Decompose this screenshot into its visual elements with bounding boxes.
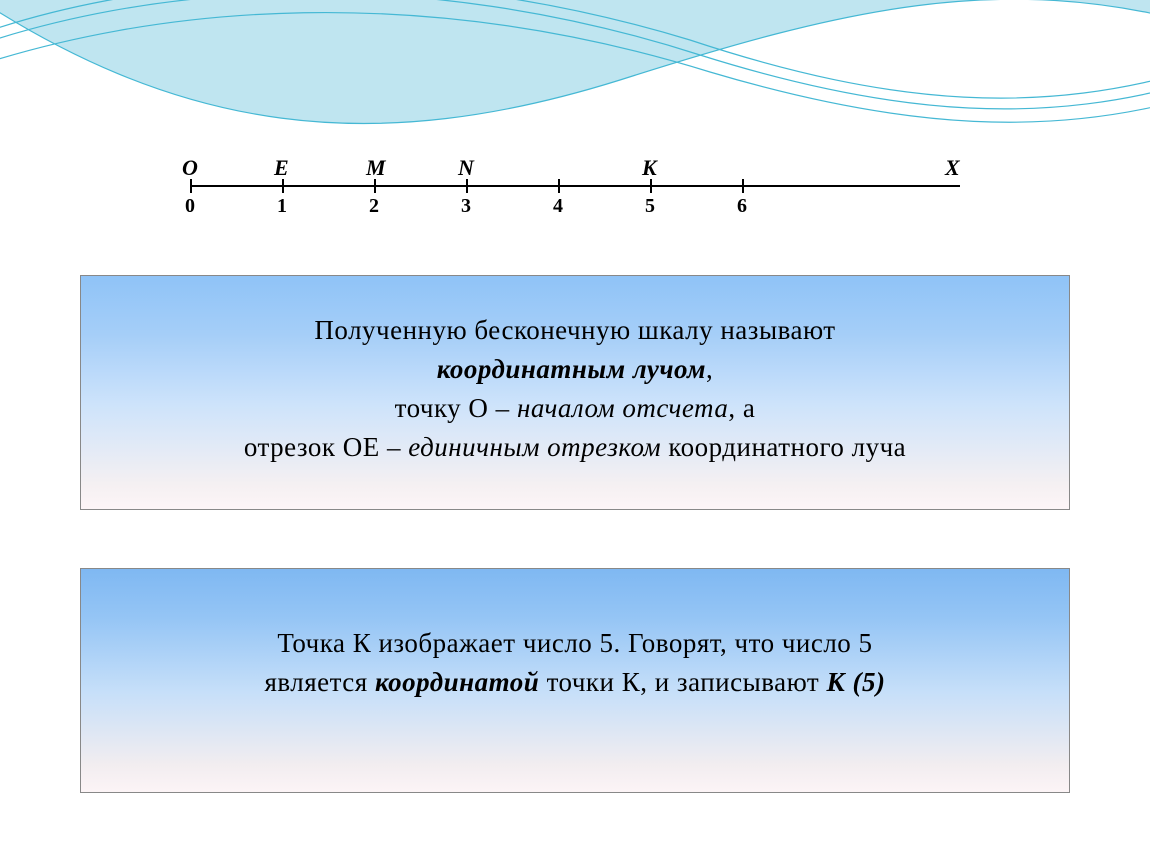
nl-letter-N: N [458,155,474,181]
nl-tick [466,179,468,193]
definition-box-2: Точка К изображает число 5. Говорят, что… [80,568,1070,793]
nl-letter-K: K [642,155,657,181]
decorative-waves [0,0,1150,180]
box1-line3: точку О – началом отсчета, а [101,389,1049,428]
nl-number-4: 4 [553,195,563,218]
nl-tick [650,179,652,193]
nl-tick [558,179,560,193]
nl-number-5: 5 [645,195,655,218]
box1-line1: Полученную бесконечную шкалу называют [101,311,1049,350]
nl-number-3: 3 [461,195,471,218]
number-line-axis [190,185,960,187]
nl-tick [190,179,192,193]
definition-box-1: Полученную бесконечную шкалу называют ко… [80,275,1070,510]
box1-line2: координатным лучом, [101,350,1049,389]
nl-number-6: 6 [737,195,747,218]
nl-number-1: 1 [277,195,287,218]
nl-number-0: 0 [185,195,195,218]
nl-letter-E: E [274,155,289,181]
box1-line4: отрезок ОЕ – единичным отрезком координа… [101,428,1049,467]
nl-tick [374,179,376,193]
nl-letter-X: X [945,155,960,181]
box2-line2: является координатой точки К, и записыва… [101,663,1049,702]
nl-tick [742,179,744,193]
box2-line1: Точка К изображает число 5. Говорят, что… [101,624,1049,663]
nl-letter-O: O [182,155,198,181]
nl-number-2: 2 [369,195,379,218]
number-line-diagram: O0E1M2N34K56X [190,155,960,235]
nl-letter-M: M [366,155,386,181]
nl-tick [282,179,284,193]
